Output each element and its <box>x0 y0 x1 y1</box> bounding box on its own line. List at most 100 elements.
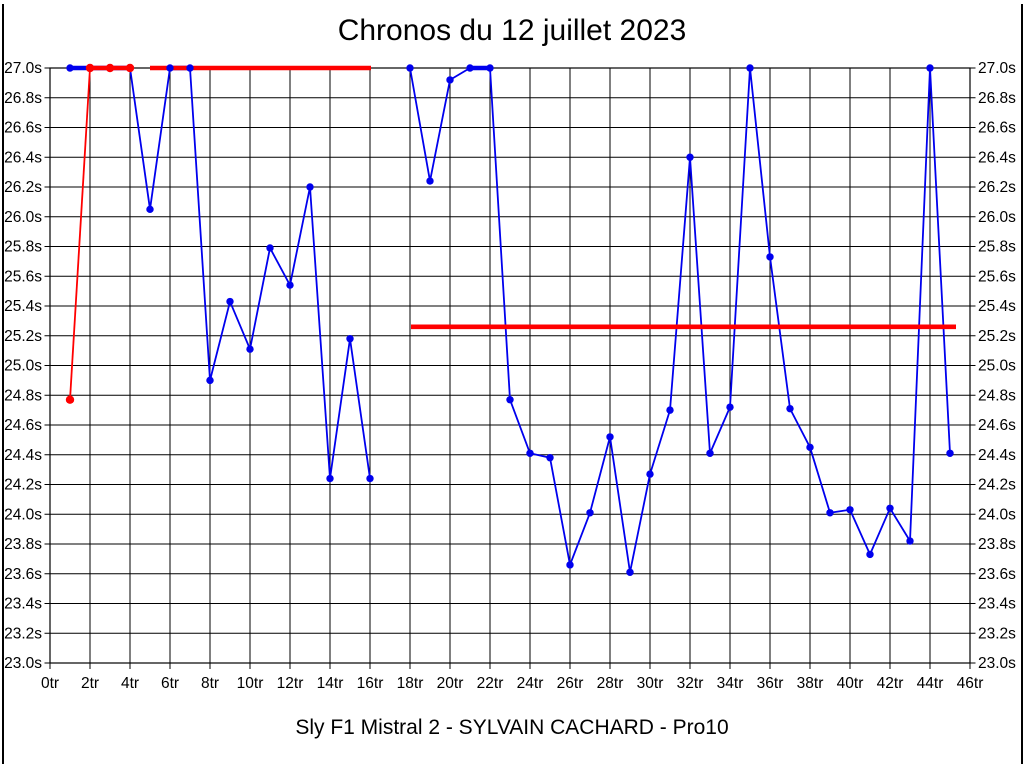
red-reference-line-thin <box>69 67 91 400</box>
blue-data-point <box>686 153 694 161</box>
x-tick-label: 2tr <box>81 675 99 692</box>
blue-data-point <box>286 281 294 289</box>
y-tick-label-right: 25.0s <box>978 358 1016 375</box>
y-tick-label-right: 26.2s <box>978 179 1016 196</box>
y-tick-label-right: 23.2s <box>978 625 1016 642</box>
y-tick-label-left: 24.2s <box>4 477 42 494</box>
y-tick-label-right: 23.6s <box>978 566 1016 583</box>
y-tick-label-right: 27.0s <box>978 60 1016 77</box>
x-tick-label: 4tr <box>121 675 139 692</box>
chart-title: Chronos du 12 juillet 2023 <box>337 14 687 47</box>
x-tick-label: 26tr <box>557 675 584 692</box>
y-tick-label-right: 25.4s <box>978 298 1016 315</box>
blue-data-point <box>846 506 854 514</box>
x-tick-label: 28tr <box>597 675 624 692</box>
blue-data-point <box>706 449 714 457</box>
x-tick-label: 40tr <box>837 675 864 692</box>
blue-data-point <box>606 433 614 441</box>
y-tick-label-right: 25.8s <box>978 239 1016 256</box>
blue-data-point <box>366 474 374 483</box>
y-tick-label-left: 27.0s <box>4 60 42 77</box>
left-border-line <box>2 4 4 764</box>
blue-data-point <box>186 64 194 72</box>
blue-data-point <box>346 335 354 343</box>
blue-data-point <box>206 376 214 385</box>
x-tick-label: 12tr <box>277 675 304 692</box>
blue-data-point <box>666 406 674 414</box>
x-tick-label: 16tr <box>357 675 384 692</box>
blue-data-point <box>426 177 434 185</box>
y-tick-label-right: 23.4s <box>978 596 1016 613</box>
blue-data-point <box>446 76 454 84</box>
x-tick-label: 8tr <box>201 675 219 692</box>
blue-data-point <box>906 537 914 545</box>
y-tick-label-right: 23.0s <box>978 655 1016 672</box>
x-tick-label: 38tr <box>797 675 824 692</box>
right-border-line <box>1021 4 1023 764</box>
x-tick-label: 24tr <box>517 675 544 692</box>
blue-data-point <box>726 403 734 411</box>
blue-data-point <box>746 64 754 72</box>
blue-data-point <box>146 205 154 214</box>
blue-data-point <box>646 470 654 478</box>
y-tick-label-right: 26.6s <box>978 120 1016 137</box>
blue-data-point <box>766 253 774 261</box>
y-tick-label-right: 24.6s <box>978 417 1016 434</box>
blue-data-point <box>926 64 934 72</box>
x-tick-label: 14tr <box>317 675 344 692</box>
y-tick-label-right: 25.6s <box>978 268 1016 285</box>
x-tick-label: 42tr <box>877 675 904 692</box>
blue-data-point <box>66 64 74 72</box>
blue-data-point <box>486 64 494 72</box>
blue-data-point <box>626 568 634 576</box>
blue-series-line <box>70 67 371 480</box>
y-tick-label-right: 24.2s <box>978 477 1016 494</box>
red-data-point <box>105 63 115 73</box>
x-tick-label: 46tr <box>957 675 984 692</box>
y-tick-label-right: 26.0s <box>978 209 1016 226</box>
y-tick-label-left: 24.0s <box>4 506 42 523</box>
x-tick-label: 20tr <box>437 675 464 692</box>
blue-data-point <box>946 449 954 457</box>
y-tick-label-left: 26.4s <box>4 149 42 166</box>
y-tick-label-left: 24.8s <box>4 387 42 404</box>
y-tick-label-left: 26.6s <box>4 120 42 137</box>
blue-data-point <box>526 449 534 457</box>
blue-data-point <box>306 183 314 191</box>
blue-data-point <box>806 443 814 452</box>
blue-data-point <box>546 454 554 462</box>
red-data-point <box>65 395 75 404</box>
y-tick-label-left: 26.8s <box>4 90 42 107</box>
y-tick-label-left: 25.4s <box>4 298 42 315</box>
x-tick-label: 18tr <box>397 675 424 692</box>
y-tick-label-left: 25.2s <box>4 328 42 345</box>
blue-data-point <box>166 64 174 72</box>
y-tick-label-left: 25.8s <box>4 239 42 256</box>
blue-data-point <box>586 509 594 517</box>
y-tick-label-left: 25.0s <box>4 358 42 375</box>
plot-frame <box>49 67 971 664</box>
blue-data-point <box>506 396 514 404</box>
x-tick-label: 6tr <box>161 675 179 692</box>
red-data-point <box>85 63 95 73</box>
blue-data-point <box>246 345 254 353</box>
x-tick-label: 30tr <box>637 675 664 692</box>
blue-data-point <box>226 297 234 306</box>
blue-data-point <box>886 504 894 512</box>
x-tick-label: 44tr <box>917 675 944 692</box>
y-tick-label-left: 23.6s <box>4 566 42 583</box>
blue-data-point <box>466 64 474 72</box>
blue-data-point <box>326 474 334 483</box>
x-tick-label: 32tr <box>677 675 704 692</box>
y-tick-label-left: 23.0s <box>4 655 42 672</box>
x-tick-label: 34tr <box>717 675 744 692</box>
y-tick-label-left: 26.2s <box>4 179 42 196</box>
blue-data-point <box>266 244 274 252</box>
chart-footer: Sly F1 Mistral 2 - SYLVAIN CACHARD - Pro… <box>295 716 729 739</box>
y-tick-label-left: 24.6s <box>4 417 42 434</box>
blue-data-point <box>826 509 834 517</box>
y-tick-label-right: 25.2s <box>978 328 1016 345</box>
blue-data-point <box>406 64 414 72</box>
